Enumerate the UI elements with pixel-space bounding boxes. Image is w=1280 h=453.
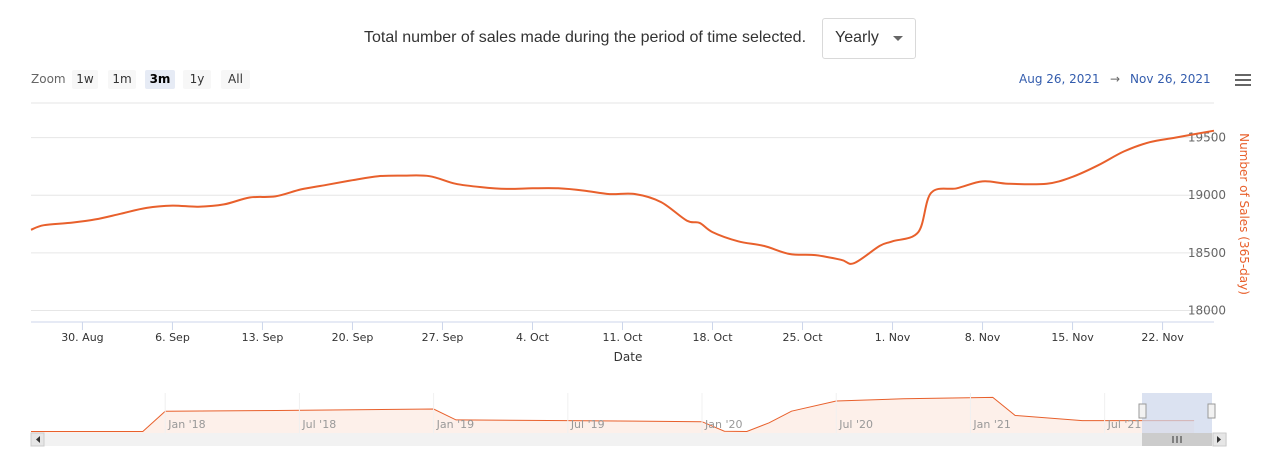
range-arrow: → <box>1110 72 1121 86</box>
x-axis-title: Date <box>614 350 643 364</box>
zoom-label: Zoom <box>31 72 66 86</box>
x-tick-label: 6. Sep <box>155 331 190 344</box>
x-tick-label: 8. Nov <box>965 331 1001 344</box>
x-tick-label: 11. Oct <box>602 331 643 344</box>
y-axis-title: Number of Sales (365-day) <box>1237 133 1251 295</box>
x-tick-label: 30. Aug <box>61 331 103 344</box>
scrollbar[interactable] <box>30 432 1227 447</box>
x-tick-label: 1. Nov <box>875 331 911 344</box>
zoom-3m-button[interactable]: 3m <box>145 70 175 89</box>
range-to[interactable]: Nov 26, 2021 <box>1130 72 1211 86</box>
chart-header: Total number of sales made during the pe… <box>0 16 1280 60</box>
navigator-label: Jul '21 <box>1107 418 1142 431</box>
navigator-label: Jan '19 <box>436 418 474 431</box>
scrollbar-track[interactable] <box>31 433 1227 446</box>
x-tick-label: 15. Nov <box>1051 331 1094 344</box>
chevron-down-icon <box>893 35 904 41</box>
zoom-1y-button[interactable]: 1y <box>183 70 211 89</box>
navigator-label: Jul '19 <box>570 418 605 431</box>
navigator-label: Jan '18 <box>167 418 205 431</box>
navigator-selection[interactable] <box>1142 393 1212 433</box>
period-select-value: Yearly <box>835 29 879 46</box>
x-axis: 30. Aug 6. Sep 13. Sep 20. Sep 27. Sep 4. Oct… <box>31 321 1214 344</box>
zoom-all-button[interactable]: All <box>221 70 250 89</box>
navigator-label: Jul '20 <box>838 418 873 431</box>
navigator-label: Jul '18 <box>301 418 336 431</box>
range-from[interactable]: Aug 26, 2021 <box>1019 72 1100 86</box>
header-description: Total number of sales made during the pe… <box>363 29 807 46</box>
x-tick-label: 25. Oct <box>783 331 824 344</box>
navigator-series-area <box>31 397 1195 433</box>
x-tick-label: 4. Oct <box>516 331 550 344</box>
x-tick-label: 22. Nov <box>1141 331 1184 344</box>
grip-icon <box>1172 436 1182 443</box>
y-tick-label: 18500 <box>1188 246 1226 260</box>
navigator[interactable]: Jan '18 Jul '18 Jan '19 Jul '19 Jan '20 Jul '… <box>31 393 1216 433</box>
y-tick-label: 18000 <box>1188 303 1226 317</box>
y-tick-label: 19000 <box>1188 188 1226 202</box>
hamburger-menu-icon[interactable] <box>1235 74 1251 86</box>
x-tick-label: 20. Sep <box>332 331 374 344</box>
arrow-left-icon <box>36 436 40 443</box>
navigator-series-line <box>31 396 1195 433</box>
navigator-handle-left[interactable] <box>1138 403 1147 419</box>
navigator-label: Jan '20 <box>704 418 742 431</box>
zoom-1m-button[interactable]: 1m <box>108 70 136 89</box>
arrow-right-icon <box>1217 436 1221 443</box>
series-line <box>30 129 1215 265</box>
zoom-1w-button[interactable]: 1w <box>72 70 98 89</box>
period-select[interactable]: Yearly <box>822 17 917 59</box>
x-tick-label: 18. Oct <box>693 331 734 344</box>
navigator-handle-right[interactable] <box>1207 403 1216 419</box>
x-tick-label: 13. Sep <box>242 331 284 344</box>
navigator-label: Jan '21 <box>972 418 1010 431</box>
grid <box>31 102 1214 311</box>
navigator-labels: Jan '18 Jul '18 Jan '19 Jul '19 Jan '20 Jul '… <box>164 393 1142 433</box>
x-tick-label: 27. Sep <box>422 331 464 344</box>
